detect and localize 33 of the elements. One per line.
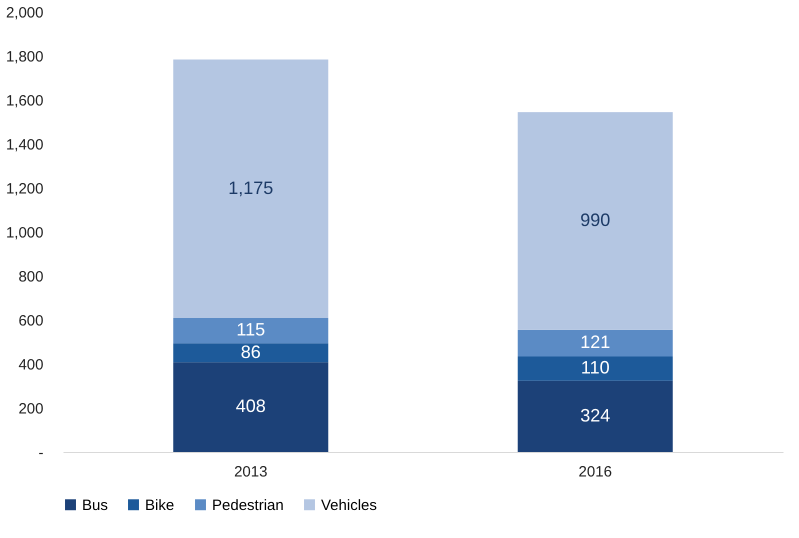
bar <box>173 60 328 318</box>
y-tick-label: 800 <box>18 268 44 286</box>
x-tick-label: 2016 <box>578 464 612 480</box>
y-tick-label: 1,400 <box>6 136 44 154</box>
bar <box>518 330 673 357</box>
y-tick-label: - <box>38 444 44 462</box>
data-label: 115 <box>236 320 266 340</box>
y-tick-label: 2,000 <box>6 4 44 22</box>
legend-label: Vehicles <box>321 496 377 514</box>
y-tick-label: 1,600 <box>6 92 44 110</box>
data-label: 121 <box>580 332 610 352</box>
y-tick-label: 1,800 <box>6 48 44 66</box>
bar <box>173 318 328 344</box>
data-label: 86 <box>240 342 261 362</box>
data-label: 110 <box>580 358 610 378</box>
bar <box>518 380 673 452</box>
data-label: 1,175 <box>228 178 274 198</box>
y-tick-label: 1,000 <box>6 224 44 242</box>
data-label: 990 <box>580 210 610 230</box>
data-label: 324 <box>580 405 610 426</box>
bar <box>518 112 673 330</box>
legend-label: Pedestrian <box>212 496 284 514</box>
y-tick-label: 1,200 <box>6 180 44 198</box>
bar <box>518 356 673 381</box>
legend-label: Bus <box>82 496 108 514</box>
data-label: 408 <box>236 396 266 416</box>
y-tick-label: 600 <box>18 312 44 330</box>
x-tick-label: 2013 <box>234 464 268 480</box>
y-tick-label: 400 <box>18 356 44 374</box>
y-tick-label: 200 <box>18 400 44 418</box>
legend-label: Bike <box>145 496 174 514</box>
bar <box>173 343 328 362</box>
bar <box>173 362 328 452</box>
